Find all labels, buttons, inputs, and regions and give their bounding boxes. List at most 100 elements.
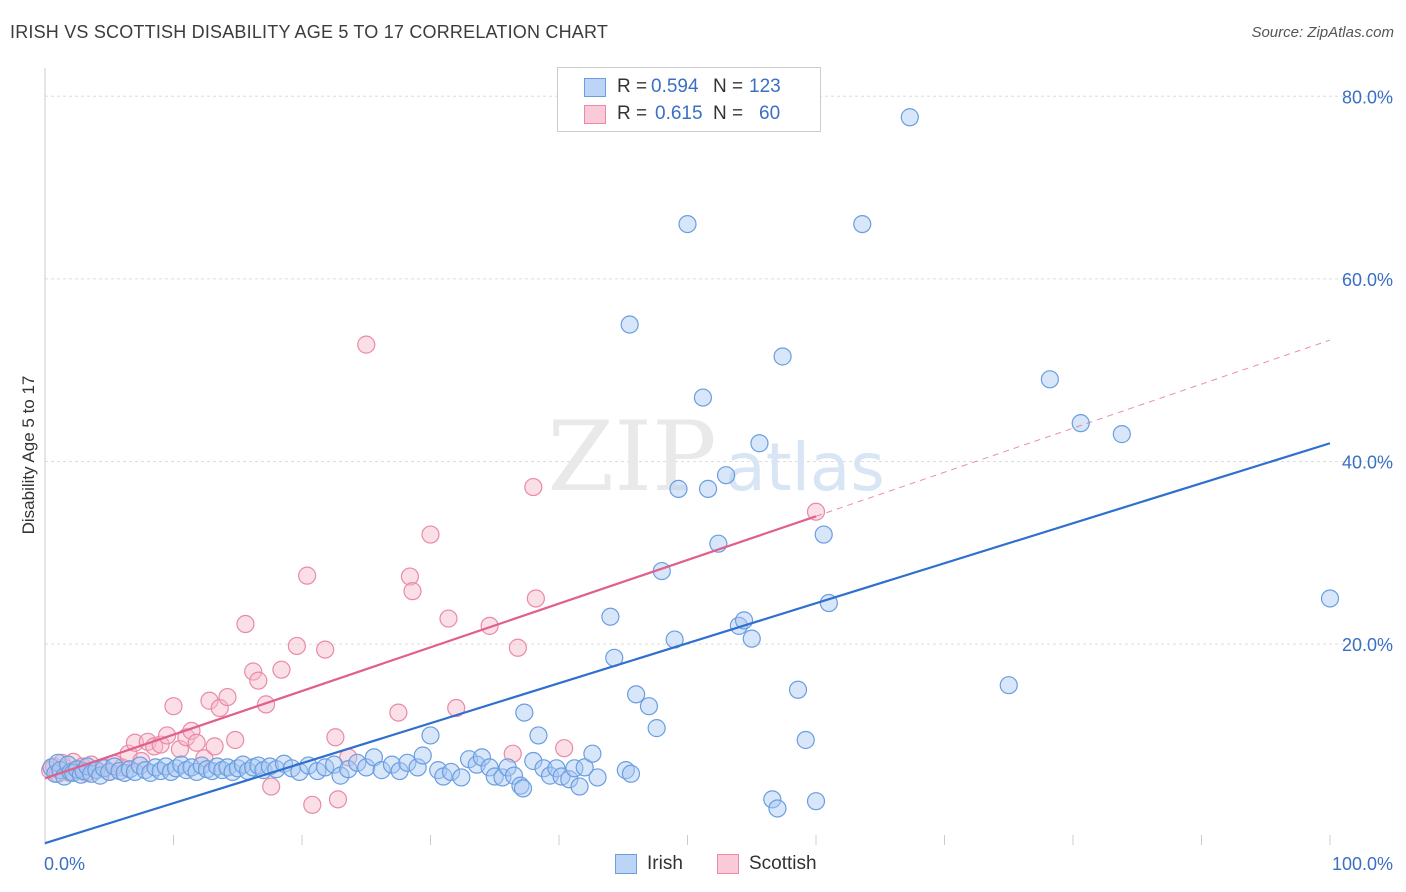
y-tick-label: 80.0% bbox=[1342, 87, 1393, 107]
scottish-point bbox=[236, 614, 255, 634]
scottish-point bbox=[480, 616, 499, 635]
r-value: 0.594 bbox=[651, 76, 699, 97]
irish-point bbox=[742, 629, 761, 648]
scottish-point bbox=[298, 566, 317, 585]
irish-point bbox=[773, 347, 792, 366]
scottish-point bbox=[187, 733, 206, 752]
irish-point bbox=[583, 744, 602, 763]
irish-point bbox=[339, 760, 358, 779]
irish-point bbox=[529, 726, 548, 745]
scottish-point bbox=[439, 609, 458, 628]
scottish-point bbox=[389, 703, 408, 722]
n-value: 60 bbox=[759, 103, 781, 124]
scottish-point bbox=[357, 335, 376, 354]
irish-point bbox=[768, 799, 787, 818]
irish-point bbox=[357, 758, 376, 777]
irish-point bbox=[620, 315, 639, 334]
irish-point bbox=[788, 680, 808, 699]
irish-point bbox=[1112, 425, 1131, 444]
scottish-point bbox=[508, 638, 527, 657]
legend-scottish[interactable]: Scottish bbox=[717, 852, 817, 876]
axes bbox=[44, 68, 1331, 845]
stats-box: R = 0.594 N = 123 R = 0.615 N = 60 bbox=[557, 67, 821, 132]
scottish-point bbox=[555, 739, 574, 758]
irish-point bbox=[136, 761, 155, 780]
scottish-point bbox=[218, 687, 237, 707]
irish-point bbox=[441, 762, 461, 782]
scottish-point bbox=[326, 728, 345, 747]
irish-point bbox=[999, 676, 1018, 695]
irish-point bbox=[796, 730, 815, 750]
irish-point bbox=[120, 760, 139, 779]
n-label: N = bbox=[713, 103, 744, 124]
watermark-atlas: atlas bbox=[725, 429, 885, 506]
irish-legend-label: Irish bbox=[647, 853, 683, 874]
scottish-point bbox=[256, 695, 276, 714]
irish-point bbox=[348, 753, 367, 772]
source-credit: Source: ZipAtlas.com bbox=[1251, 24, 1394, 41]
irish-point bbox=[626, 685, 646, 704]
y-tick-label: 20.0% bbox=[1342, 635, 1393, 655]
irish-series bbox=[42, 108, 1340, 818]
y-axis-label: Disability Age 5 to 17 bbox=[19, 376, 38, 535]
scottish-point bbox=[400, 567, 420, 586]
irish-point bbox=[504, 766, 524, 785]
stats-row-scottish: R = 0.615 N = 60 bbox=[558, 101, 780, 127]
irish-point bbox=[570, 777, 589, 796]
scottish-point bbox=[303, 795, 322, 814]
irish-point bbox=[560, 770, 579, 789]
scottish-point bbox=[272, 660, 291, 679]
r-value: 0.615 bbox=[655, 103, 703, 124]
n-value: 123 bbox=[749, 76, 781, 97]
irish-point bbox=[493, 768, 512, 787]
scottish-point bbox=[503, 744, 522, 763]
irish-point bbox=[729, 616, 749, 635]
irish-point bbox=[472, 748, 491, 767]
irish-point bbox=[647, 719, 666, 738]
scottish-swatch bbox=[584, 104, 606, 124]
scottish-point bbox=[164, 697, 183, 716]
scottish-point bbox=[316, 640, 335, 659]
irish-point bbox=[763, 790, 782, 809]
scottish-trend-line bbox=[44, 515, 817, 780]
irish-point bbox=[1320, 589, 1340, 608]
scottish-point bbox=[205, 737, 224, 756]
irish-point bbox=[698, 479, 718, 498]
scottish-point bbox=[447, 698, 466, 718]
r-label: R = bbox=[617, 103, 648, 124]
scottish-point bbox=[262, 777, 281, 796]
watermark: ZIP atlas bbox=[547, 401, 884, 513]
irish-point bbox=[575, 758, 594, 777]
irish-point bbox=[693, 388, 713, 407]
x-tick-label: 100.0% bbox=[1332, 854, 1393, 874]
irish-point bbox=[524, 751, 543, 771]
scottish-point bbox=[328, 790, 348, 809]
scottish-legend-swatch bbox=[717, 854, 739, 874]
irish-swatch bbox=[584, 77, 606, 97]
scottish-point bbox=[421, 525, 440, 544]
legend-irish[interactable]: Irish bbox=[615, 852, 683, 876]
irish-point bbox=[678, 214, 697, 234]
y-tick-label: 40.0% bbox=[1342, 453, 1393, 473]
irish-trend-line bbox=[44, 442, 1331, 845]
irish-point bbox=[806, 792, 826, 811]
scottish-point bbox=[403, 582, 422, 601]
irish-legend-swatch bbox=[615, 854, 637, 874]
irish-point bbox=[452, 768, 471, 787]
irish-point bbox=[588, 768, 607, 787]
irish-point bbox=[325, 755, 344, 774]
scottish-point bbox=[157, 726, 177, 745]
irish-point bbox=[172, 755, 191, 774]
scottish-point bbox=[200, 691, 219, 710]
irish-point bbox=[716, 466, 736, 485]
scottish-point bbox=[287, 636, 306, 656]
scottish-point bbox=[524, 477, 543, 497]
irish-point bbox=[421, 726, 440, 745]
irish-point bbox=[511, 776, 530, 795]
x-tick-label: 0.0% bbox=[44, 854, 85, 874]
tick-labels: 20.0% 40.0% 60.0% 80.0% 0.0% 100.0% bbox=[44, 87, 1393, 874]
irish-point bbox=[372, 761, 391, 780]
irish-point bbox=[398, 753, 417, 772]
scottish-legend-label: Scottish bbox=[749, 853, 817, 874]
